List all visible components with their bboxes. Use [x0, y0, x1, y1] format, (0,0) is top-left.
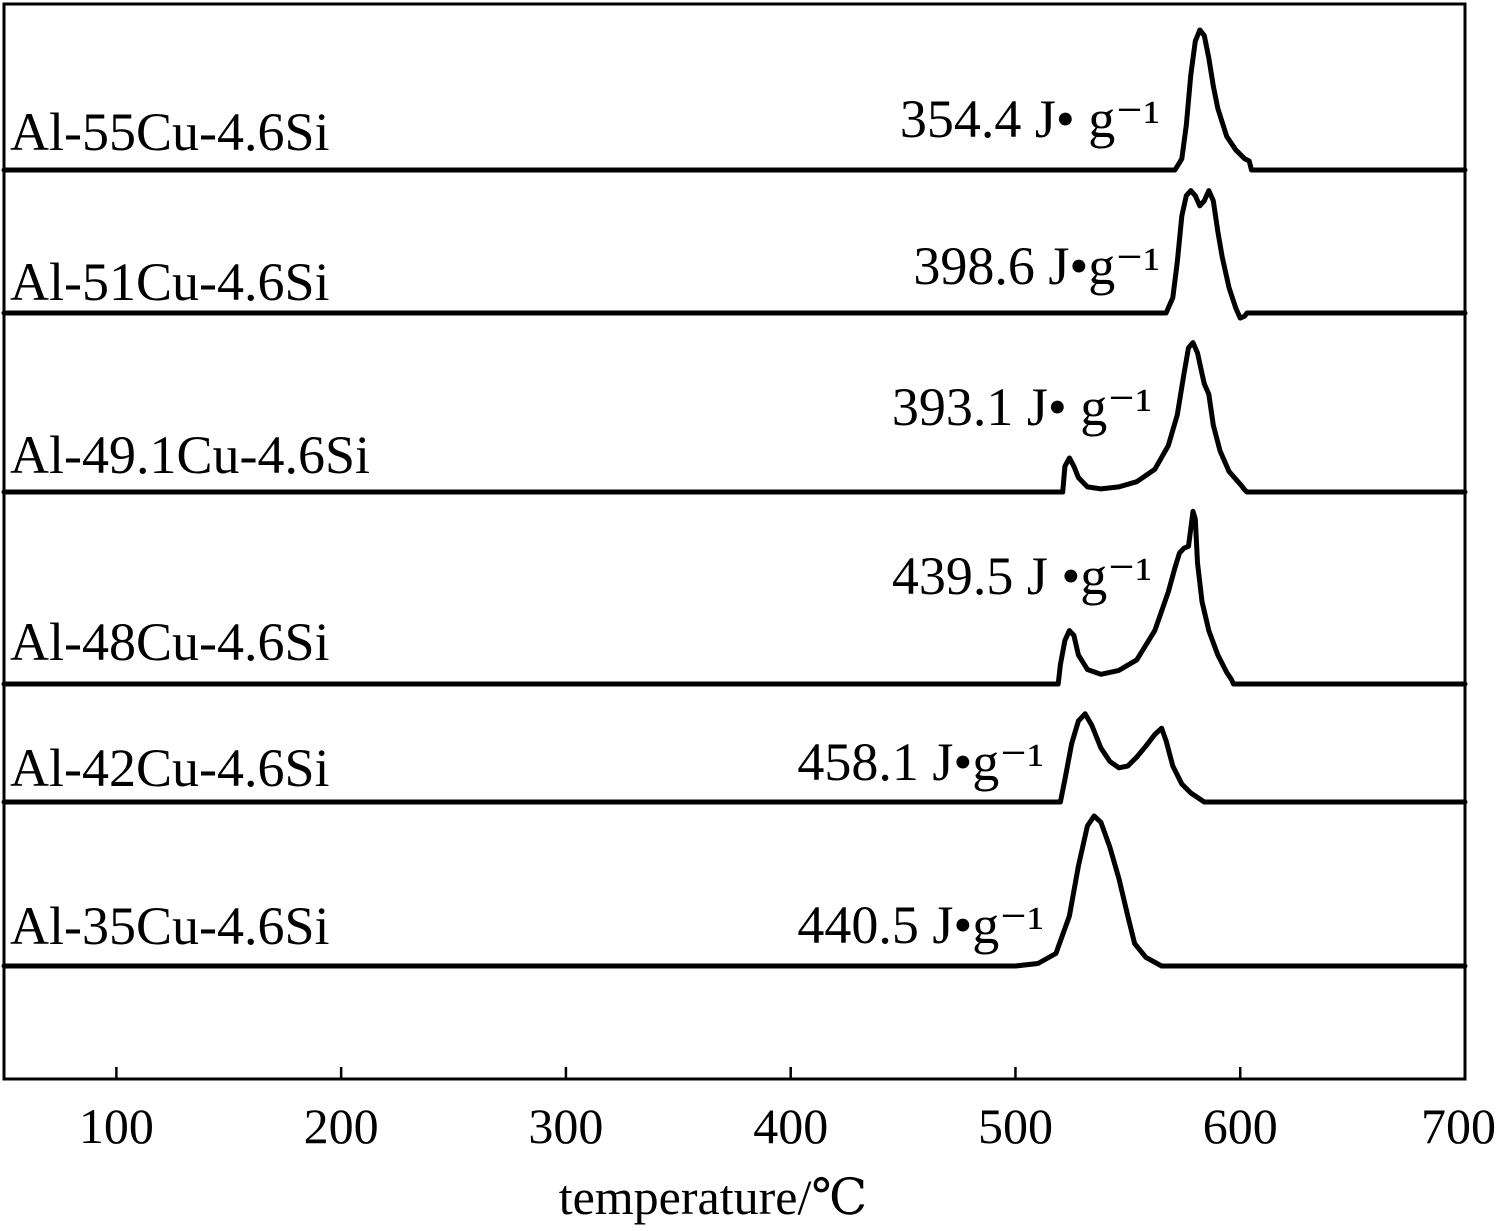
curve-al-48cu-4-6si	[1, 508, 1468, 687]
x-tick-label: 100	[79, 1098, 154, 1154]
x-tick-labels: 100 200 300 400 500 600 700	[79, 1098, 1496, 1154]
curve-al-51cu-4-6si	[1, 188, 1468, 321]
enthalpy-annotation: 393.1 J• g⁻¹	[892, 377, 1152, 437]
x-ticks	[115, 1067, 1242, 1079]
series-label: Al-42Cu-4.6Si	[10, 738, 330, 798]
curve-al-49-1cu-4-6si	[1, 340, 1468, 495]
enthalpy-annotation: 354.4 J• g⁻¹	[900, 89, 1160, 149]
enthalpy-annotation: 398.6 J•g⁻¹	[913, 236, 1160, 296]
x-tick-label: 700	[1421, 1098, 1496, 1154]
series-label: Al-51Cu-4.6Si	[10, 252, 330, 312]
x-tick-label: 600	[1203, 1098, 1278, 1154]
curve-al-55cu-4-6si	[1, 27, 1468, 173]
curve-al-42cu-4-6si	[1, 711, 1468, 805]
enthalpy-annotation: 440.5 J•g⁻¹	[797, 895, 1044, 955]
curve-al-35cu-4-6si	[1, 813, 1468, 969]
series-label: Al-49.1Cu-4.6Si	[10, 425, 370, 485]
x-tick-label: 300	[528, 1098, 603, 1154]
plot-frame	[2, 2, 1467, 1081]
series-label: Al-55Cu-4.6Si	[10, 102, 330, 162]
enthalpy-labels: 354.4 J• g⁻¹ 398.6 J•g⁻¹ 393.1 J• g⁻¹ 439.5…	[797, 89, 1160, 955]
series-label: Al-35Cu-4.6Si	[10, 896, 330, 956]
x-tick-label: 500	[978, 1098, 1053, 1154]
series-labels: Al-55Cu-4.6Si Al-51Cu-4.6Si Al-49.1Cu-4.6S…	[10, 102, 370, 956]
enthalpy-annotation: 439.5 J •g⁻¹	[892, 546, 1152, 606]
dsc-curves	[1, 27, 1468, 969]
x-tick-label: 400	[753, 1098, 828, 1154]
enthalpy-annotation: 458.1 J•g⁻¹	[797, 732, 1044, 792]
x-axis-title: temperature/℃	[559, 1169, 868, 1225]
x-tick-label: 200	[304, 1098, 379, 1154]
series-label: Al-48Cu-4.6Si	[10, 612, 330, 672]
